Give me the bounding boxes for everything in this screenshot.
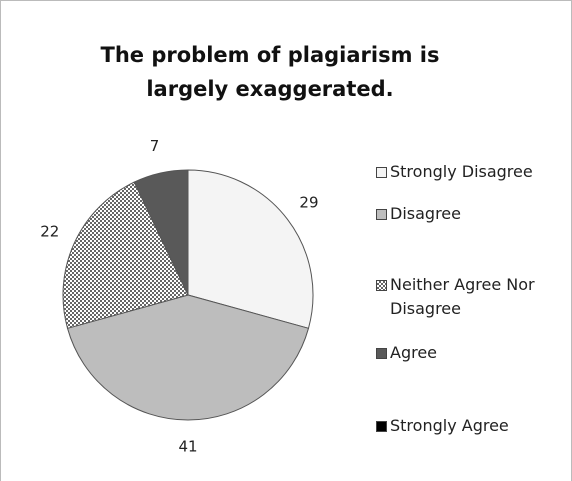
legend-label: Strongly Agree [390, 416, 509, 435]
data-label: 41 [178, 438, 197, 456]
data-label: 29 [299, 193, 318, 211]
pie-slice [62, 181, 189, 329]
pie-slice [66, 294, 310, 421]
legend-label: Disagree [390, 204, 461, 223]
data-label: 7 [150, 137, 160, 155]
legend-swatch [376, 280, 387, 291]
chart-title: The problem of plagiarism is largely exa… [100, 43, 440, 101]
legend-entry: Strongly Disagree [376, 160, 546, 184]
legend-label: Strongly Disagree [390, 162, 533, 181]
data-label: 22 [40, 222, 59, 240]
legend-entry: Agree [376, 341, 546, 365]
legend-swatch [376, 209, 387, 220]
legend-label: Neither Agree Nor Disagree [390, 275, 535, 318]
pie-slice [187, 169, 314, 329]
legend-swatch [376, 421, 387, 432]
legend-entry: Disagree [376, 202, 546, 226]
legend-label: Agree [390, 343, 438, 362]
legend-swatch [376, 348, 387, 359]
legend-swatch [376, 167, 387, 178]
legend-entry: Strongly Agree [376, 414, 546, 438]
legend-entry: Neither Agree Nor Disagree [376, 273, 546, 321]
